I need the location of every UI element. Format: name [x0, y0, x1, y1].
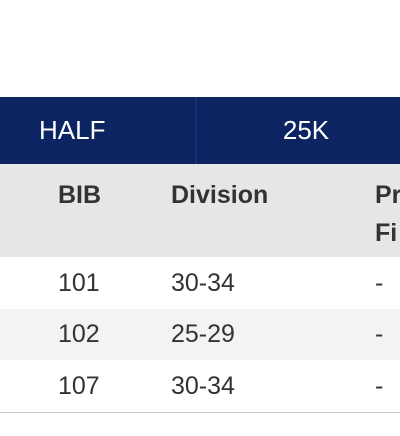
tab-half[interactable]: HALF	[0, 97, 195, 164]
table-row[interactable]: 107 30-34 -	[0, 361, 400, 412]
column-header-division[interactable]: Division	[171, 181, 269, 209]
table-row[interactable]: 102 25-29 -	[0, 309, 400, 360]
tab-half-label: HALF	[39, 115, 106, 145]
table-bottom-border	[0, 412, 400, 413]
table-header: BIB Division Pr Fi	[0, 164, 400, 257]
cell-bib: 101	[58, 269, 100, 297]
cell-partial: -	[375, 269, 384, 297]
cell-division: 30-34	[171, 269, 235, 297]
cell-partial: -	[375, 320, 384, 348]
cell-division: 30-34	[171, 372, 235, 400]
tab-25k-label: 25K	[282, 115, 330, 145]
column-header-bib[interactable]: BIB	[58, 181, 102, 209]
race-tabs: HALF 25K	[0, 97, 400, 164]
table-row[interactable]: 101 30-34 -	[0, 258, 400, 309]
cell-division: 25-29	[171, 320, 235, 348]
column-header-partial[interactable]: Pr Fi	[375, 181, 400, 247]
cell-bib: 107	[58, 372, 100, 400]
cell-bib: 102	[58, 320, 100, 348]
cell-partial: -	[375, 372, 384, 400]
tab-25k[interactable]: 25K	[195, 97, 400, 164]
